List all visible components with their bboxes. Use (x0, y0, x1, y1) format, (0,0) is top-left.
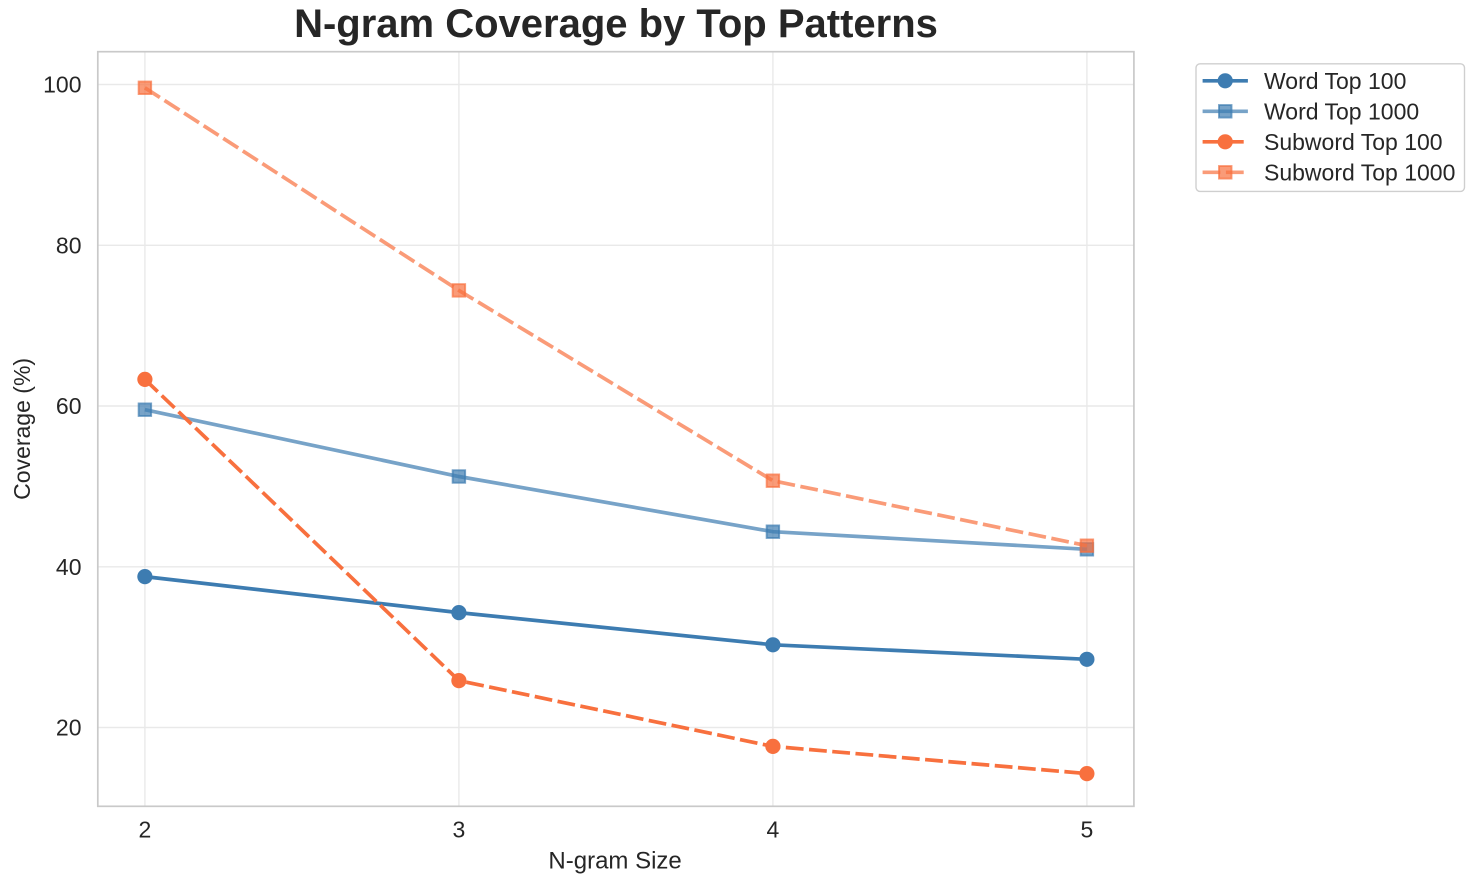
svg-text:5: 5 (1081, 817, 1094, 843)
svg-text:100: 100 (43, 72, 81, 98)
svg-text:40: 40 (56, 554, 82, 580)
svg-text:Subword Top 100: Subword Top 100 (1264, 129, 1443, 155)
svg-text:3: 3 (453, 817, 466, 843)
svg-text:20: 20 (56, 715, 82, 741)
svg-text:4: 4 (767, 817, 780, 843)
svg-text:60: 60 (56, 393, 82, 419)
svg-text:80: 80 (56, 232, 82, 258)
svg-text:N-gram Coverage by Top Pattern: N-gram Coverage by Top Patterns (294, 2, 938, 46)
svg-text:Subword Top 1000: Subword Top 1000 (1264, 159, 1455, 185)
svg-text:N-gram Size: N-gram Size (548, 847, 681, 874)
svg-text:2: 2 (139, 817, 152, 843)
svg-text:Word Top 1000: Word Top 1000 (1264, 98, 1419, 124)
svg-text:Word Top 100: Word Top 100 (1264, 68, 1406, 94)
svg-text:Coverage (%): Coverage (%) (9, 358, 35, 500)
